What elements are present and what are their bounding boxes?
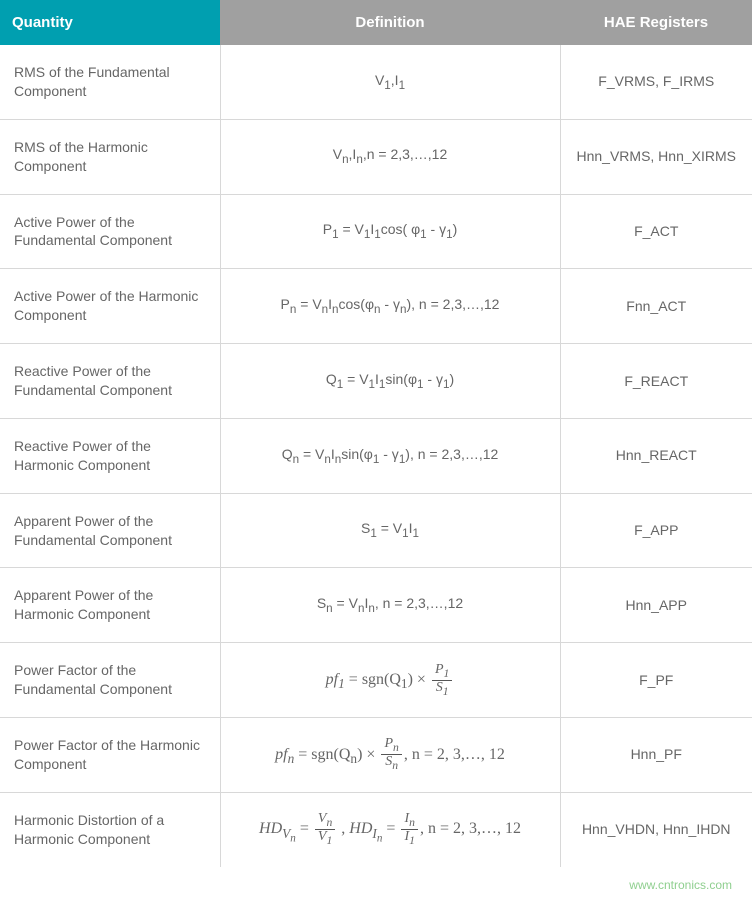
- cell-registers: Hnn_PF: [560, 718, 752, 793]
- table-row: Apparent Power of the Harmonic Component…: [0, 568, 752, 643]
- table-row: Reactive Power of the Fundamental Compon…: [0, 344, 752, 419]
- table-row: Harmonic Distortion of a Harmonic Compon…: [0, 792, 752, 866]
- cell-definition: HDVn = VnV1 , HDIn = InI1, n = 2, 3,…, 1…: [220, 792, 560, 866]
- cell-registers: F_REACT: [560, 344, 752, 419]
- cell-quantity: Active Power of the Harmonic Component: [0, 269, 220, 344]
- cell-definition: Sn = VnIn, n = 2,3,…,12: [220, 568, 560, 643]
- table-header: Quantity Definition HAE Registers: [0, 0, 752, 45]
- table-row: RMS of the Fundamental ComponentV1,I1F_V…: [0, 45, 752, 119]
- cell-definition: S1 = V1I1: [220, 493, 560, 568]
- cell-registers: Hnn_VRMS, Hnn_XIRMS: [560, 119, 752, 194]
- cell-quantity: Apparent Power of the Fundamental Compon…: [0, 493, 220, 568]
- table-row: Power Factor of the Fundamental Componen…: [0, 643, 752, 718]
- hae-table: Quantity Definition HAE Registers RMS of…: [0, 0, 752, 867]
- col-definition: Definition: [220, 0, 560, 45]
- cell-definition: Qn = VnInsin(φ1 - γ1), n = 2,3,…,12: [220, 418, 560, 493]
- cell-registers: F_APP: [560, 493, 752, 568]
- col-quantity: Quantity: [0, 0, 220, 45]
- cell-quantity: RMS of the Fundamental Component: [0, 45, 220, 119]
- cell-registers: Hnn_REACT: [560, 418, 752, 493]
- table-row: Reactive Power of the Harmonic Component…: [0, 418, 752, 493]
- cell-definition: Pn = VnIncos(φn - γn), n = 2,3,…,12: [220, 269, 560, 344]
- cell-registers: Hnn_APP: [560, 568, 752, 643]
- table-row: RMS of the Harmonic ComponentVn,In,n = 2…: [0, 119, 752, 194]
- cell-quantity: Active Power of the Fundamental Componen…: [0, 194, 220, 269]
- cell-quantity: Power Factor of the Harmonic Component: [0, 718, 220, 793]
- table-row: Power Factor of the Harmonic Componentpf…: [0, 718, 752, 793]
- cell-definition: pfn = sgn(Qn) × PnSn, n = 2, 3,…, 12: [220, 718, 560, 793]
- table-body: RMS of the Fundamental ComponentV1,I1F_V…: [0, 45, 752, 867]
- cell-quantity: Power Factor of the Fundamental Componen…: [0, 643, 220, 718]
- cell-registers: Hnn_VHDN, Hnn_IHDN: [560, 792, 752, 866]
- cell-definition: Vn,In,n = 2,3,…,12: [220, 119, 560, 194]
- col-registers: HAE Registers: [560, 0, 752, 45]
- table-row: Apparent Power of the Fundamental Compon…: [0, 493, 752, 568]
- cell-quantity: Reactive Power of the Fundamental Compon…: [0, 344, 220, 419]
- cell-registers: F_ACT: [560, 194, 752, 269]
- cell-definition: P1 = V1I1cos( φ1 - γ1): [220, 194, 560, 269]
- cell-quantity: Apparent Power of the Harmonic Component: [0, 568, 220, 643]
- cell-definition: pf1 = sgn(Q1) × P1S1: [220, 643, 560, 718]
- cell-definition: V1,I1: [220, 45, 560, 119]
- cell-quantity: RMS of the Harmonic Component: [0, 119, 220, 194]
- cell-definition: Q1 = V1I1sin(φ1 - γ1): [220, 344, 560, 419]
- cell-registers: F_VRMS, F_IRMS: [560, 45, 752, 119]
- table-row: Active Power of the Fundamental Componen…: [0, 194, 752, 269]
- watermark: www.cntronics.com: [629, 878, 732, 892]
- cell-registers: Fnn_ACT: [560, 269, 752, 344]
- cell-quantity: Reactive Power of the Harmonic Component: [0, 418, 220, 493]
- table-row: Active Power of the Harmonic ComponentPn…: [0, 269, 752, 344]
- cell-registers: F_PF: [560, 643, 752, 718]
- cell-quantity: Harmonic Distortion of a Harmonic Compon…: [0, 792, 220, 866]
